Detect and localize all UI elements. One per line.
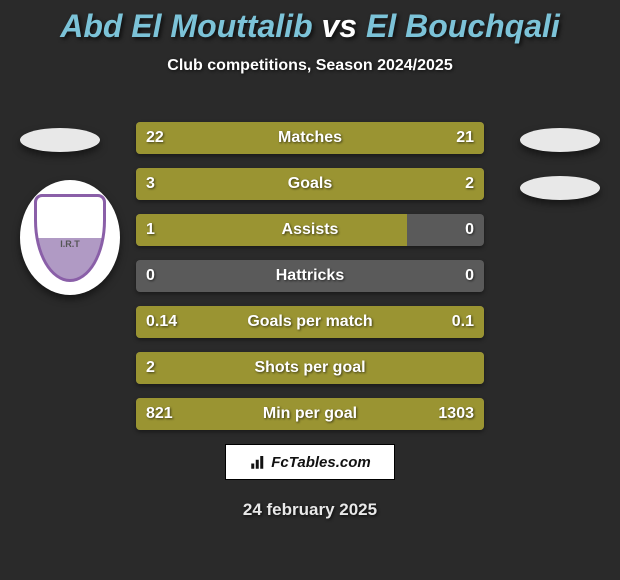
- comparison-title: Abd El Mouttalib vs El Bouchqali: [0, 0, 620, 45]
- player1-flag-oval: [20, 128, 100, 152]
- stat-row: 0.140.1Goals per match: [136, 306, 484, 338]
- date-text: 24 february 2025: [0, 500, 620, 520]
- crest-text: I.R.T: [60, 239, 80, 249]
- player1-name: Abd El Mouttalib: [60, 8, 312, 44]
- stat-label: Hattricks: [136, 260, 484, 292]
- stats-rows: 2221Matches 32Goals 10Assists 00Hattricks 0.…: [136, 122, 484, 444]
- stat-label: Goals: [136, 168, 484, 200]
- subtitle: Club competitions, Season 2024/2025: [0, 57, 620, 75]
- stat-row: 10Assists: [136, 214, 484, 246]
- stat-row: 2221Matches: [136, 122, 484, 154]
- player1-club-crest: I.R.T: [20, 180, 120, 295]
- stat-label: Goals per match: [136, 306, 484, 338]
- vs-text: vs: [322, 8, 358, 44]
- stat-row: 8211303Min per goal: [136, 398, 484, 430]
- bar-chart-icon: [249, 453, 267, 471]
- player2-club-oval: [520, 176, 600, 200]
- stat-row: 2Shots per goal: [136, 352, 484, 384]
- player2-flag-oval: [520, 128, 600, 152]
- stat-label: Matches: [136, 122, 484, 154]
- stat-row: 32Goals: [136, 168, 484, 200]
- stat-label: Assists: [136, 214, 484, 246]
- brand-box: FcTables.com: [225, 444, 395, 480]
- crest-shield: I.R.T: [34, 194, 106, 282]
- player2-name: El Bouchqali: [366, 8, 560, 44]
- stat-row: 00Hattricks: [136, 260, 484, 292]
- brand-text: FcTables.com: [271, 454, 370, 471]
- stat-label: Min per goal: [136, 398, 484, 430]
- stat-label: Shots per goal: [136, 352, 484, 384]
